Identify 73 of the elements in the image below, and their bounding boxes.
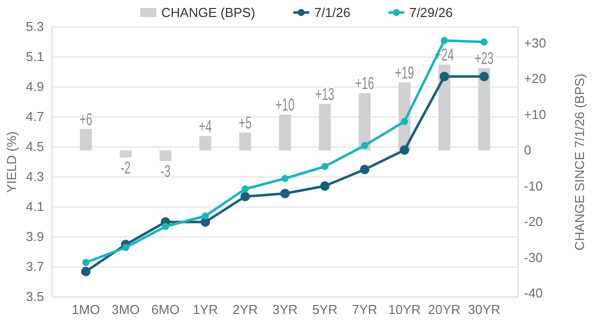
data-label: +16	[355, 74, 374, 94]
point	[242, 185, 249, 193]
data-label: +10	[275, 96, 295, 116]
data-label: +23	[474, 50, 494, 69]
x-tick-label: 7YR	[352, 302, 378, 318]
y-tick-label: 4.3	[26, 169, 44, 184]
data-label: +4	[198, 118, 212, 137]
x-tick-label: 30YR	[468, 302, 500, 318]
point	[321, 162, 328, 170]
point	[281, 174, 289, 182]
point	[400, 145, 410, 155]
y2-tick-label: -40	[524, 286, 543, 301]
x-tick-label: 1MO	[72, 302, 100, 318]
x-tick-label: 6MO	[151, 302, 180, 318]
legend-label: 7/29/26	[409, 5, 453, 20]
x-tick-label: 1YR	[192, 302, 218, 318]
y2-tick-label: -10	[524, 178, 543, 194]
x-tick-label: 5YR	[312, 302, 338, 318]
data-label: -2	[120, 159, 131, 178]
y-tick-label: 4.9	[26, 79, 44, 94]
y-tick-label: 3.9	[26, 229, 44, 244]
y2-axis-title: CHANGE SINCE 7/1/26 (BPS)	[572, 74, 587, 250]
y2-tick-label: +10	[524, 106, 546, 122]
x-tick-label: 2YR	[232, 302, 258, 318]
point	[240, 192, 250, 202]
y-tick-label: 5.3	[26, 19, 44, 34]
x-tick-label: 10YR	[388, 302, 421, 318]
point	[122, 244, 130, 252]
bar	[160, 150, 172, 162]
point	[361, 142, 368, 150]
data-label: +6	[79, 110, 92, 130]
point	[440, 36, 448, 44]
data-label: +13	[315, 86, 334, 105]
point	[81, 266, 91, 276]
bar	[438, 64, 450, 150]
y-tick-label: 4.1	[26, 199, 44, 214]
y2-tick-label: -30	[524, 250, 543, 265]
point	[360, 164, 370, 174]
data-label: +5	[238, 114, 252, 134]
y2-tick-label: 0	[524, 142, 532, 158]
legend-label: CHANGE (BPS)	[161, 5, 256, 20]
point	[82, 258, 90, 266]
bar	[199, 136, 212, 150]
y-tick-label: 3.7	[26, 259, 44, 274]
x-tick-label: 20YR	[428, 302, 461, 318]
point	[480, 38, 488, 46]
point	[280, 188, 290, 198]
y2-tick-label: +20	[524, 71, 546, 86]
legend-label: 7/1/26	[314, 5, 350, 20]
data-label: +19	[394, 64, 414, 84]
point	[479, 72, 489, 82]
bar	[279, 114, 291, 150]
point	[320, 181, 330, 191]
point	[202, 212, 209, 220]
x-tick-label: 3MO	[112, 302, 140, 318]
point	[440, 72, 450, 82]
y2-tick-label: -20	[524, 214, 543, 230]
y-tick-label: 4.5	[26, 139, 44, 154]
bar	[239, 132, 252, 150]
y-tick-label: 5.1	[26, 49, 44, 64]
y-tick-label: 3.5	[26, 289, 44, 304]
point	[400, 118, 408, 126]
point	[162, 222, 170, 230]
y2-tick-label: +30	[524, 35, 546, 50]
bar	[120, 150, 132, 158]
bar	[80, 128, 92, 150]
y-axis-title: YIELD (%)	[4, 131, 19, 193]
bar	[318, 104, 331, 150]
y-tick-label: 4.7	[26, 109, 44, 124]
x-tick-label: 3YR	[272, 302, 298, 318]
data-label: -3	[160, 162, 171, 182]
bar	[358, 93, 371, 150]
bar	[478, 68, 490, 150]
